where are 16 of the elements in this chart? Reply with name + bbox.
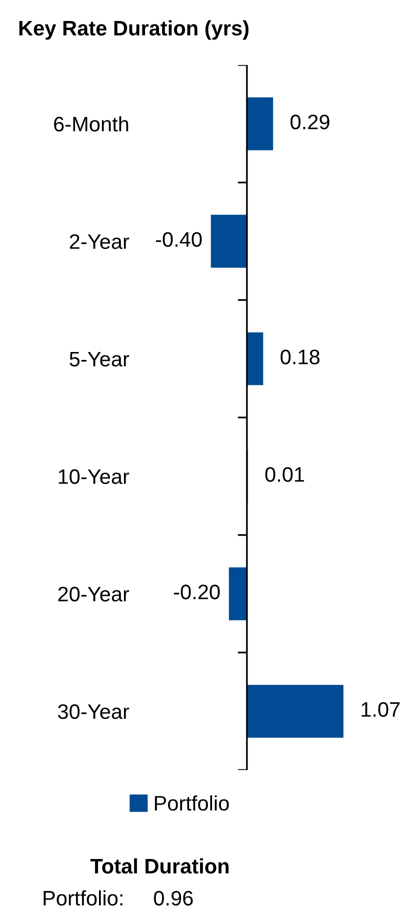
y-tick-label: 2-Year [70, 234, 130, 250]
y-tick-label: 6-Month [54, 116, 128, 132]
chart-title: Key Rate Duration (yrs) [19, 20, 248, 40]
text: Portfolio: 0.96 [44, 890, 193, 906]
legend-label: Portfolio [154, 795, 229, 811]
data-label: 1.07 [362, 702, 400, 717]
y-tick-label: 30-Year [58, 704, 130, 720]
data-label: 0.18 [280, 350, 320, 364]
data-label: -0.40 [156, 232, 202, 247]
data-label: 0.29 [290, 114, 330, 130]
y-tick-label: 10-Year [58, 469, 130, 484]
data-label: 0.01 [265, 467, 304, 482]
y-tick-label: 20-Year [58, 586, 130, 602]
text: Total Duration [90, 858, 229, 874]
y-tick-label: 5-Year [70, 352, 130, 367]
data-label: -0.20 [174, 584, 220, 600]
